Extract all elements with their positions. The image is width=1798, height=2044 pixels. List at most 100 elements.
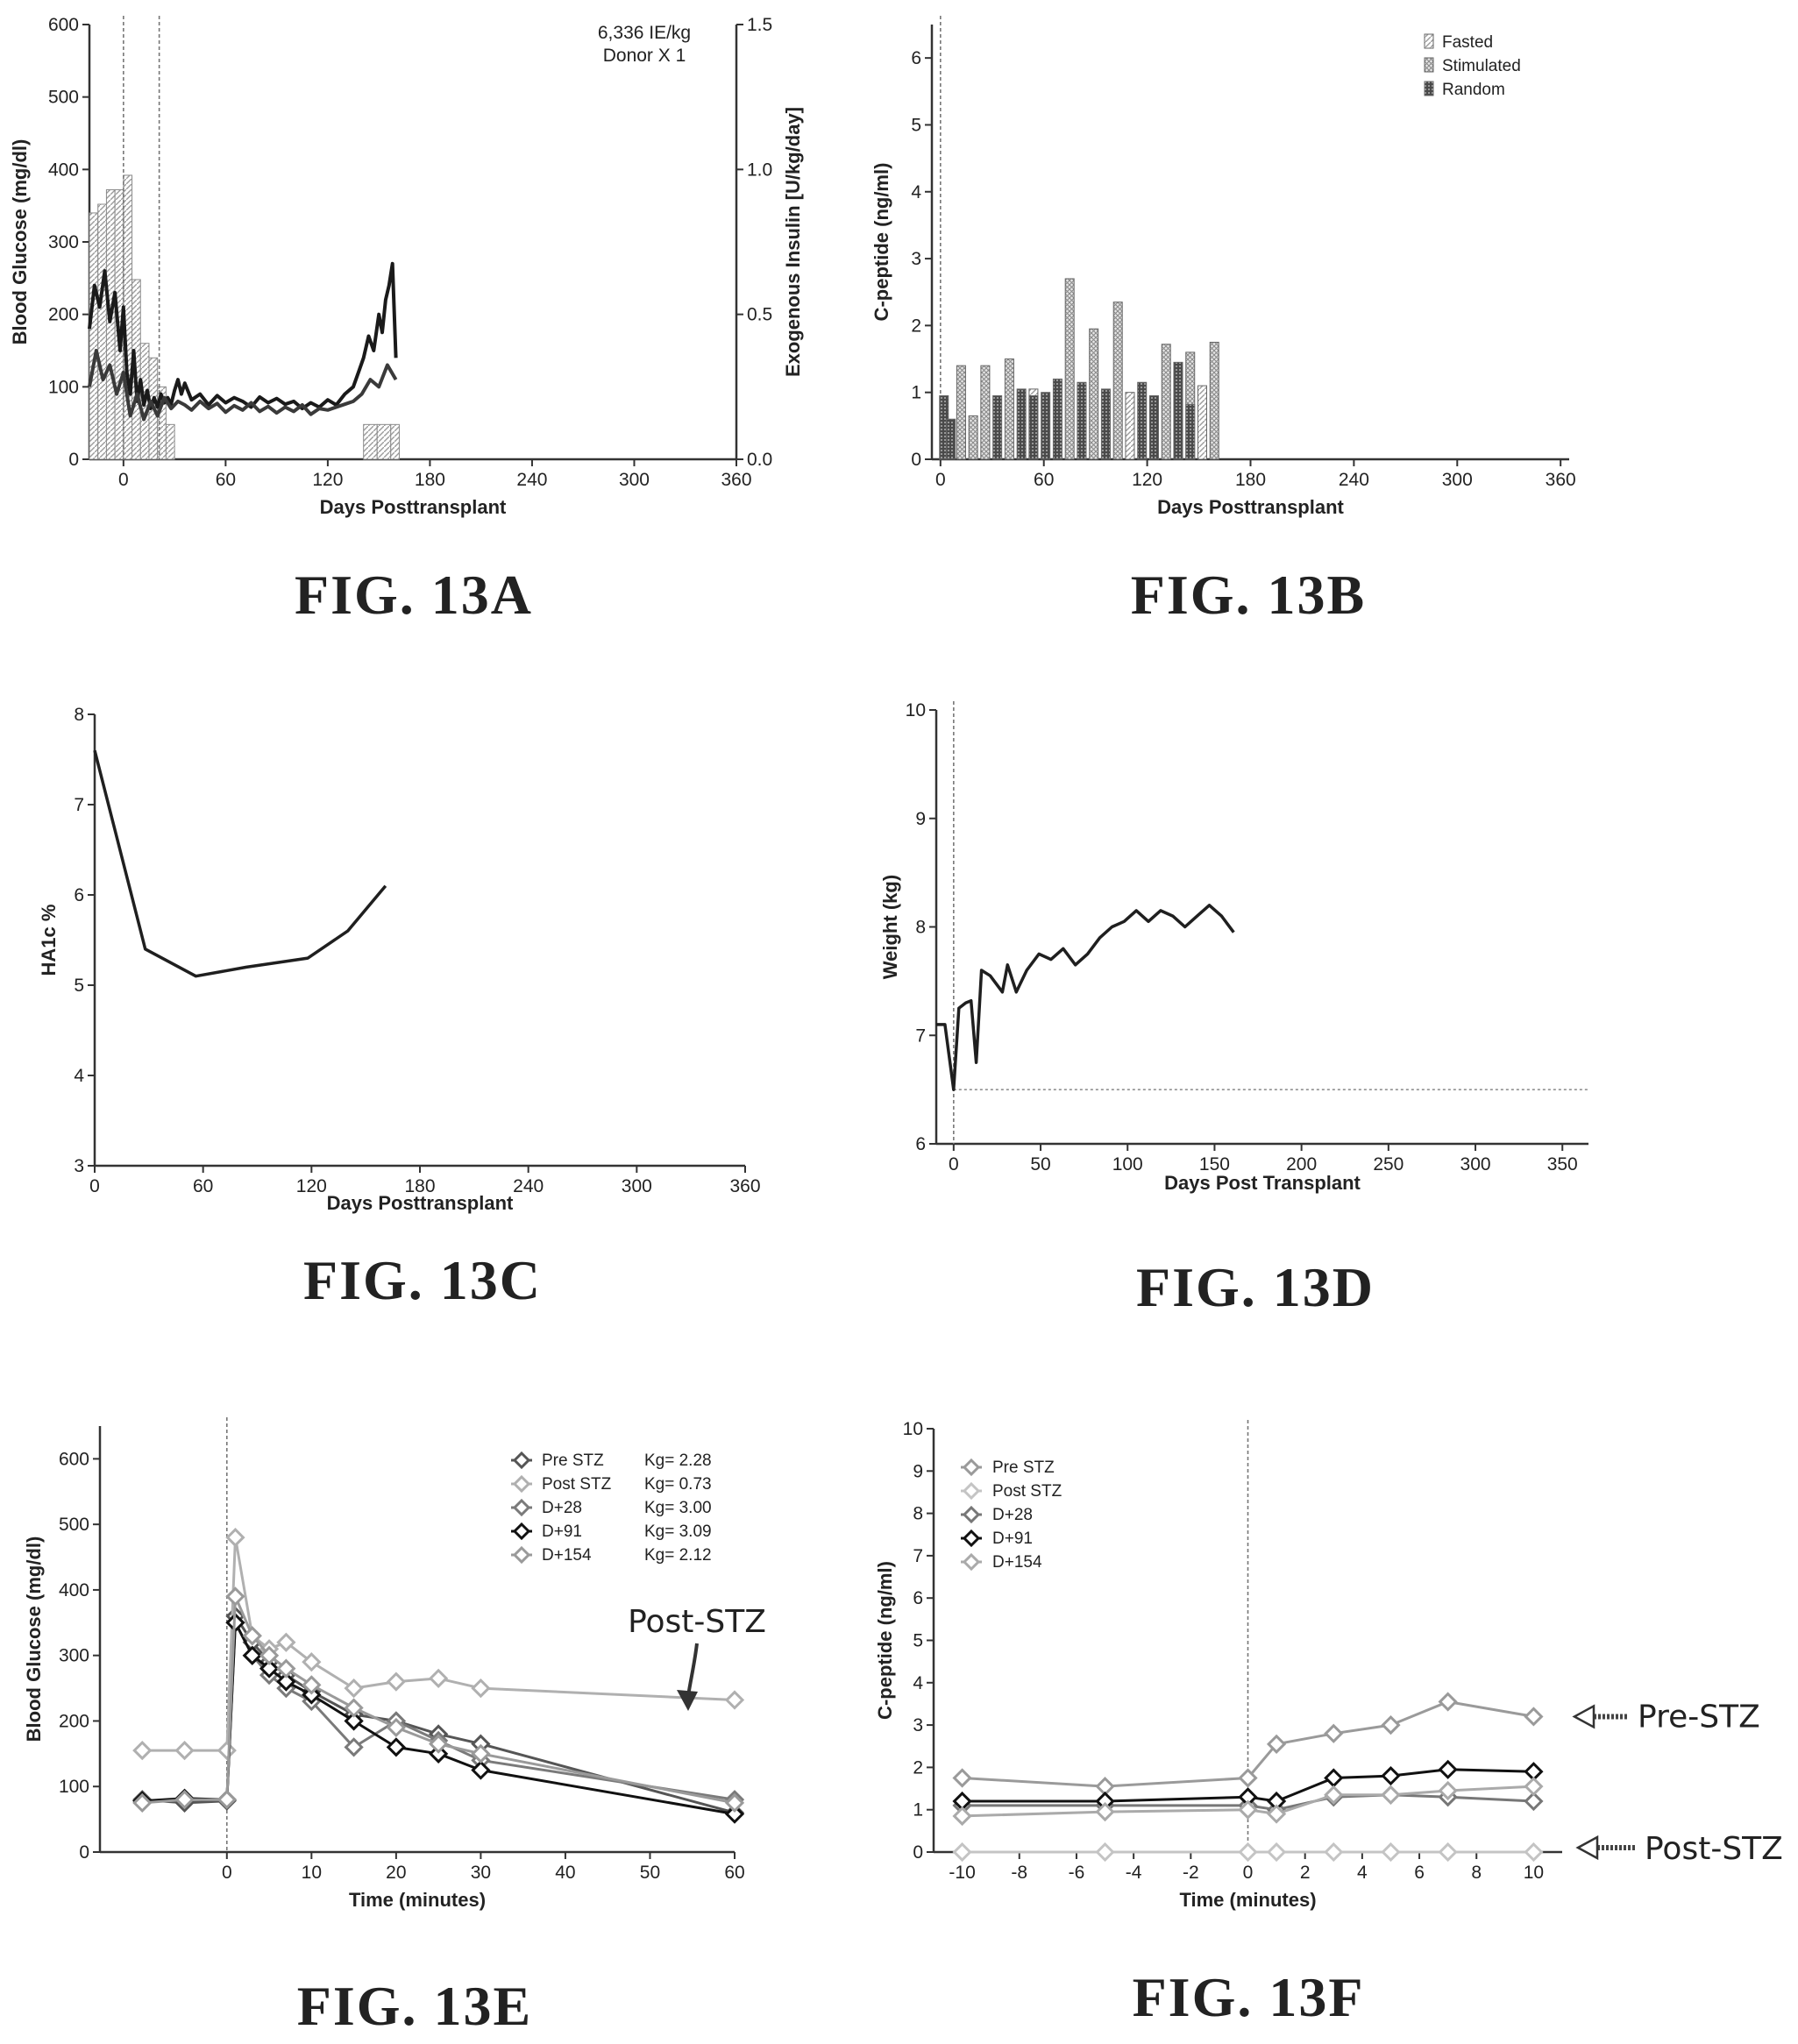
- y-axis-title: HA1c %: [38, 905, 60, 976]
- y2-tick-label: 0.5: [747, 305, 772, 325]
- x-tick-label: 10: [302, 1863, 322, 1883]
- cpeptide-bar-fasted: [1125, 392, 1135, 460]
- y-tick-label: 1: [913, 1800, 923, 1820]
- x-tick-label: 2: [1300, 1863, 1311, 1883]
- legend-marker: [512, 1522, 531, 1541]
- legend-label-stimulated: Stimulated: [1442, 57, 1521, 75]
- y-tick-label: 5: [74, 976, 84, 996]
- y-tick-label: 10: [906, 700, 926, 720]
- legend-label: Post STZ: [992, 1482, 1062, 1501]
- glucose-trace-d-91-point: [386, 1737, 406, 1757]
- pre-stz-callout: Pre-STZ: [1638, 1699, 1760, 1735]
- glucose-min-trace: [88, 349, 398, 422]
- cpeptide-trace-d-154-point: [1524, 1777, 1544, 1797]
- x-tick-label: 10: [1524, 1863, 1544, 1883]
- legend-kg-value: Kg= 2.12: [644, 1546, 712, 1565]
- glucose-trace-post-stz-point: [471, 1678, 491, 1699]
- x-tick-label: 200: [1286, 1154, 1317, 1175]
- cpeptide-bar-stimulated: [1161, 344, 1171, 460]
- y-tick-label: 500: [59, 1515, 89, 1535]
- x-tick-label: 8: [1471, 1863, 1482, 1883]
- legend-swatch-stimulated: [1424, 57, 1434, 73]
- glucose-trace-d-91-point: [724, 1804, 745, 1824]
- figure-caption: FIG. 13D: [1136, 1256, 1375, 1318]
- glucose-trace-d-154-point: [386, 1717, 406, 1738]
- x-tick-label: 180: [404, 1176, 435, 1196]
- y2-tick-label: 0.0: [747, 450, 772, 470]
- y-tick-label: 3: [911, 249, 921, 269]
- cpeptide-bar-stimulated: [1209, 341, 1219, 460]
- x-tick-label: 50: [1030, 1154, 1050, 1175]
- y-tick-label: 3: [74, 1156, 84, 1176]
- cpeptide-trace-pre-stz: [962, 1700, 1534, 1788]
- glucose-trace-post-stz-point: [386, 1671, 406, 1692]
- x-tick-label: 20: [386, 1863, 406, 1883]
- y-tick-label: 200: [48, 305, 79, 325]
- post-stz-arrow-head: [1575, 1835, 1599, 1861]
- glucose-trace-post-stz-point: [174, 1740, 195, 1761]
- callout-arrow-shaft: [686, 1643, 699, 1697]
- x-tick-label: -2: [1183, 1863, 1199, 1883]
- figure-caption: FIG. 13B: [1131, 564, 1366, 626]
- y-tick-label: 2: [911, 316, 921, 336]
- cpeptide-bar-random: [992, 395, 1003, 460]
- post-stz-callout: Post-STZ: [1645, 1831, 1783, 1867]
- legend-kg-value: Kg= 2.28: [644, 1451, 712, 1470]
- cpeptide-bar-random: [1137, 381, 1148, 460]
- cpeptide-trace-d-91-point: [1438, 1759, 1458, 1779]
- glucose-trace-d-154-point: [302, 1675, 322, 1695]
- y-tick-label: 600: [48, 15, 79, 35]
- x-tick-label: 50: [640, 1863, 660, 1883]
- glucose-trace-d-154-point: [471, 1743, 491, 1764]
- glucose-trace-d-154-point: [276, 1658, 296, 1678]
- legend-marker: [512, 1545, 531, 1565]
- legend-label: Post STZ: [542, 1475, 612, 1494]
- y-tick-label: 400: [48, 160, 79, 180]
- x-tick-label: 120: [296, 1176, 327, 1196]
- y-tick-label: 4: [913, 1673, 923, 1693]
- y-tick-label: 7: [915, 1026, 926, 1046]
- y-tick-label: 6: [911, 48, 921, 68]
- y-tick-label: 8: [74, 705, 84, 725]
- legend-marker: [962, 1552, 981, 1572]
- y-tick-label: 500: [48, 88, 79, 108]
- legend-marker: [962, 1505, 981, 1524]
- x-tick-label: 240: [516, 470, 547, 490]
- x-tick-label: 240: [513, 1176, 544, 1196]
- y-tick-label: 4: [74, 1066, 84, 1086]
- glucose-trace-post-stz-point: [302, 1652, 322, 1672]
- x-tick-label: -6: [1069, 1863, 1085, 1883]
- glucose-trace-d-154-point: [724, 1792, 745, 1813]
- x-axis-title: Days Posttransplant: [327, 1192, 514, 1214]
- y-tick-label: 8: [913, 1504, 923, 1524]
- glucose-trace-d-91-point: [242, 1645, 262, 1665]
- glucose-trace-post-stz-point: [276, 1632, 296, 1652]
- cpeptide-bar-fasted: [1197, 385, 1207, 460]
- legend-swatch-fasted: [1424, 33, 1434, 49]
- cpeptide-trace-pre-stz-point: [1266, 1734, 1287, 1754]
- figure-caption: FIG. 13E: [297, 1975, 532, 2037]
- cpeptide-trace-post-stz-point: [1266, 1842, 1287, 1863]
- x-tick-label: 180: [1235, 470, 1266, 490]
- glucose-trace-d-91-point: [429, 1743, 449, 1764]
- legend-marker: [962, 1481, 981, 1501]
- glucose-trace-d-154-point: [242, 1626, 262, 1646]
- figure-caption: FIG. 13F: [1133, 1966, 1365, 2028]
- cpeptide-trace-pre-stz-point: [952, 1768, 972, 1788]
- y-tick-label: 6: [913, 1588, 923, 1608]
- y-tick-label: 2: [913, 1757, 923, 1778]
- x-tick-label: 360: [729, 1176, 760, 1196]
- x-tick-label: 6: [1414, 1863, 1425, 1883]
- panel-a: 0 60 120 180 240 300 360 0 100 200 300 400 500 600 Day…: [9, 15, 804, 626]
- x-tick-label: 300: [1442, 470, 1473, 490]
- y2-tick-label: 1.5: [747, 15, 772, 35]
- cpeptide-bar-stimulated: [1004, 358, 1014, 460]
- y-tick-label: 600: [59, 1449, 89, 1469]
- legend-label: D+28: [992, 1506, 1033, 1524]
- glucose-trace-post-stz-point: [344, 1678, 364, 1699]
- glucose-trace-d-91-point: [344, 1711, 364, 1731]
- glucose-trace-d-154-point: [132, 1792, 153, 1813]
- x-tick-label: 300: [622, 1176, 652, 1196]
- x-axis-title: Days Posttransplant: [320, 496, 507, 518]
